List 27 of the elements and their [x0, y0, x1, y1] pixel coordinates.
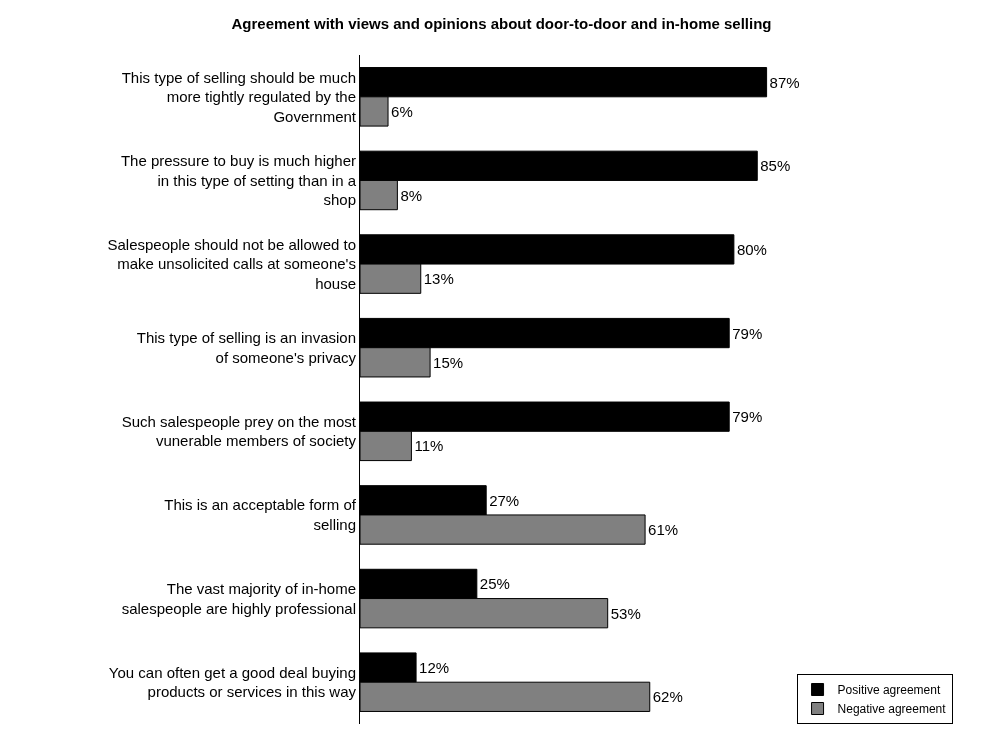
data-label: 61% [648, 521, 679, 539]
y-tick-label: Salespeople should not be allowed to make unsolicited calls at someone's house [107, 235, 356, 292]
y-tick-label: The pressure to buy is much higher in this type of setting than in a shop [120, 152, 357, 209]
data-label: 87% [769, 73, 800, 91]
data-label: 8% [400, 186, 423, 204]
y-tick-label: Such salespeople prey on the most vunerable members of society [121, 412, 357, 450]
data-label: 27% [489, 491, 520, 509]
legend-label: Positive agreement [837, 683, 941, 698]
y-tick-label: This type of selling should be much more tightly regulated by the Government [121, 68, 357, 125]
y-tick-label: This type of selling is an invasion of someone's privacy [136, 329, 357, 366]
y-tick-label: You can often get a good deal buying products or services in this way [108, 663, 357, 701]
data-label: 85% [760, 157, 791, 175]
legend-label: Negative agreement [837, 702, 947, 717]
data-label: 15% [433, 353, 464, 371]
data-label: 11% [414, 437, 444, 455]
data-label: 79% [732, 324, 763, 342]
y-tick-label: The vast majority of in-home salespeople are highly professional [121, 580, 356, 617]
y-tick-label: This is an acceptable form of selling [164, 496, 357, 533]
chart-title: Agreement with views and opinions about door-to-door and in-home selling [231, 14, 772, 32]
data-label: 12% [419, 659, 450, 677]
data-label: 13% [423, 270, 454, 288]
data-label: 25% [479, 575, 510, 593]
data-label: 62% [652, 688, 683, 706]
data-label: 79% [732, 408, 763, 426]
data-label: 53% [610, 604, 641, 622]
data-label: 80% [736, 240, 767, 258]
data-label: 6% [391, 102, 413, 120]
